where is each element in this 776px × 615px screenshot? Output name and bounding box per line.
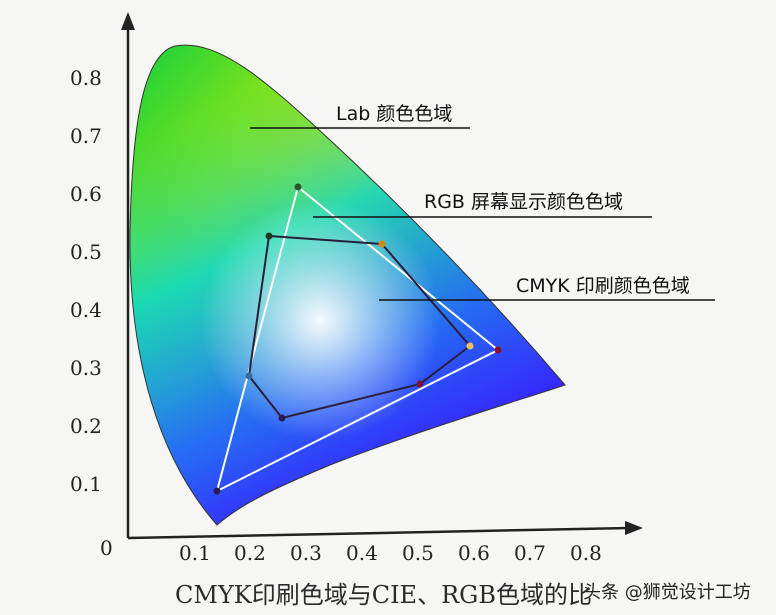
rgb-vertex-green xyxy=(294,183,302,191)
y-tick-label: 0.8 xyxy=(70,66,102,90)
y-tick-label: 0.5 xyxy=(70,240,102,264)
x-tick-label: 0.3 xyxy=(290,541,322,565)
x-tick-label: 0.6 xyxy=(458,541,490,565)
cmyk-vertex xyxy=(378,240,386,248)
watermark: 头条 @狮觉设计工坊 xyxy=(583,582,751,603)
figure-caption: CMYK印刷色域与CIE、RGB色域的比 xyxy=(175,581,592,609)
rgb-vertex-red xyxy=(494,346,502,354)
rgb-gamut-label: RGB 屏幕显示颜色色域 xyxy=(424,191,623,213)
x-axis-arrow xyxy=(625,521,643,535)
cmyk-vertex xyxy=(265,232,273,240)
x-tick-label: 0.5 xyxy=(402,541,434,565)
cmyk-vertex xyxy=(416,380,424,388)
x-tick-label: 0.8 xyxy=(570,541,602,565)
origin-label: 0 xyxy=(100,536,113,560)
y-tick-label: 0.1 xyxy=(70,472,102,496)
x-tick-label: 0.7 xyxy=(514,541,546,565)
y-tick-labels: 0.1 0.2 0.3 0.4 0.5 0.6 0.7 0.8 xyxy=(70,66,102,496)
y-tick-label: 0.3 xyxy=(70,356,102,380)
x-tick-label: 0.1 xyxy=(179,541,211,565)
lab-gamut-label: Lab 颜色色域 xyxy=(336,103,452,125)
x-tick-label: 0.2 xyxy=(234,541,266,565)
y-tick-label: 0.6 xyxy=(70,182,102,206)
x-tick-labels: 0.1 0.2 0.3 0.4 0.5 0.6 0.7 0.8 xyxy=(179,541,602,565)
cmyk-gamut-label: CMYK 印刷颜色色域 xyxy=(516,275,690,297)
cmyk-vertex xyxy=(466,342,474,350)
rgb-gamut-triangle xyxy=(215,185,500,493)
spectral-locus-outline xyxy=(129,44,566,526)
y-axis-arrow xyxy=(121,12,135,30)
rgb-vertex-blue xyxy=(213,487,221,495)
cmyk-vertex xyxy=(278,414,286,422)
y-tick-label: 0.7 xyxy=(70,124,102,148)
x-tick-label: 0.4 xyxy=(346,541,378,565)
x-axis xyxy=(127,526,631,540)
cmyk-vertex xyxy=(245,372,253,380)
y-tick-label: 0.2 xyxy=(70,414,102,438)
y-tick-label: 0.4 xyxy=(70,298,102,322)
